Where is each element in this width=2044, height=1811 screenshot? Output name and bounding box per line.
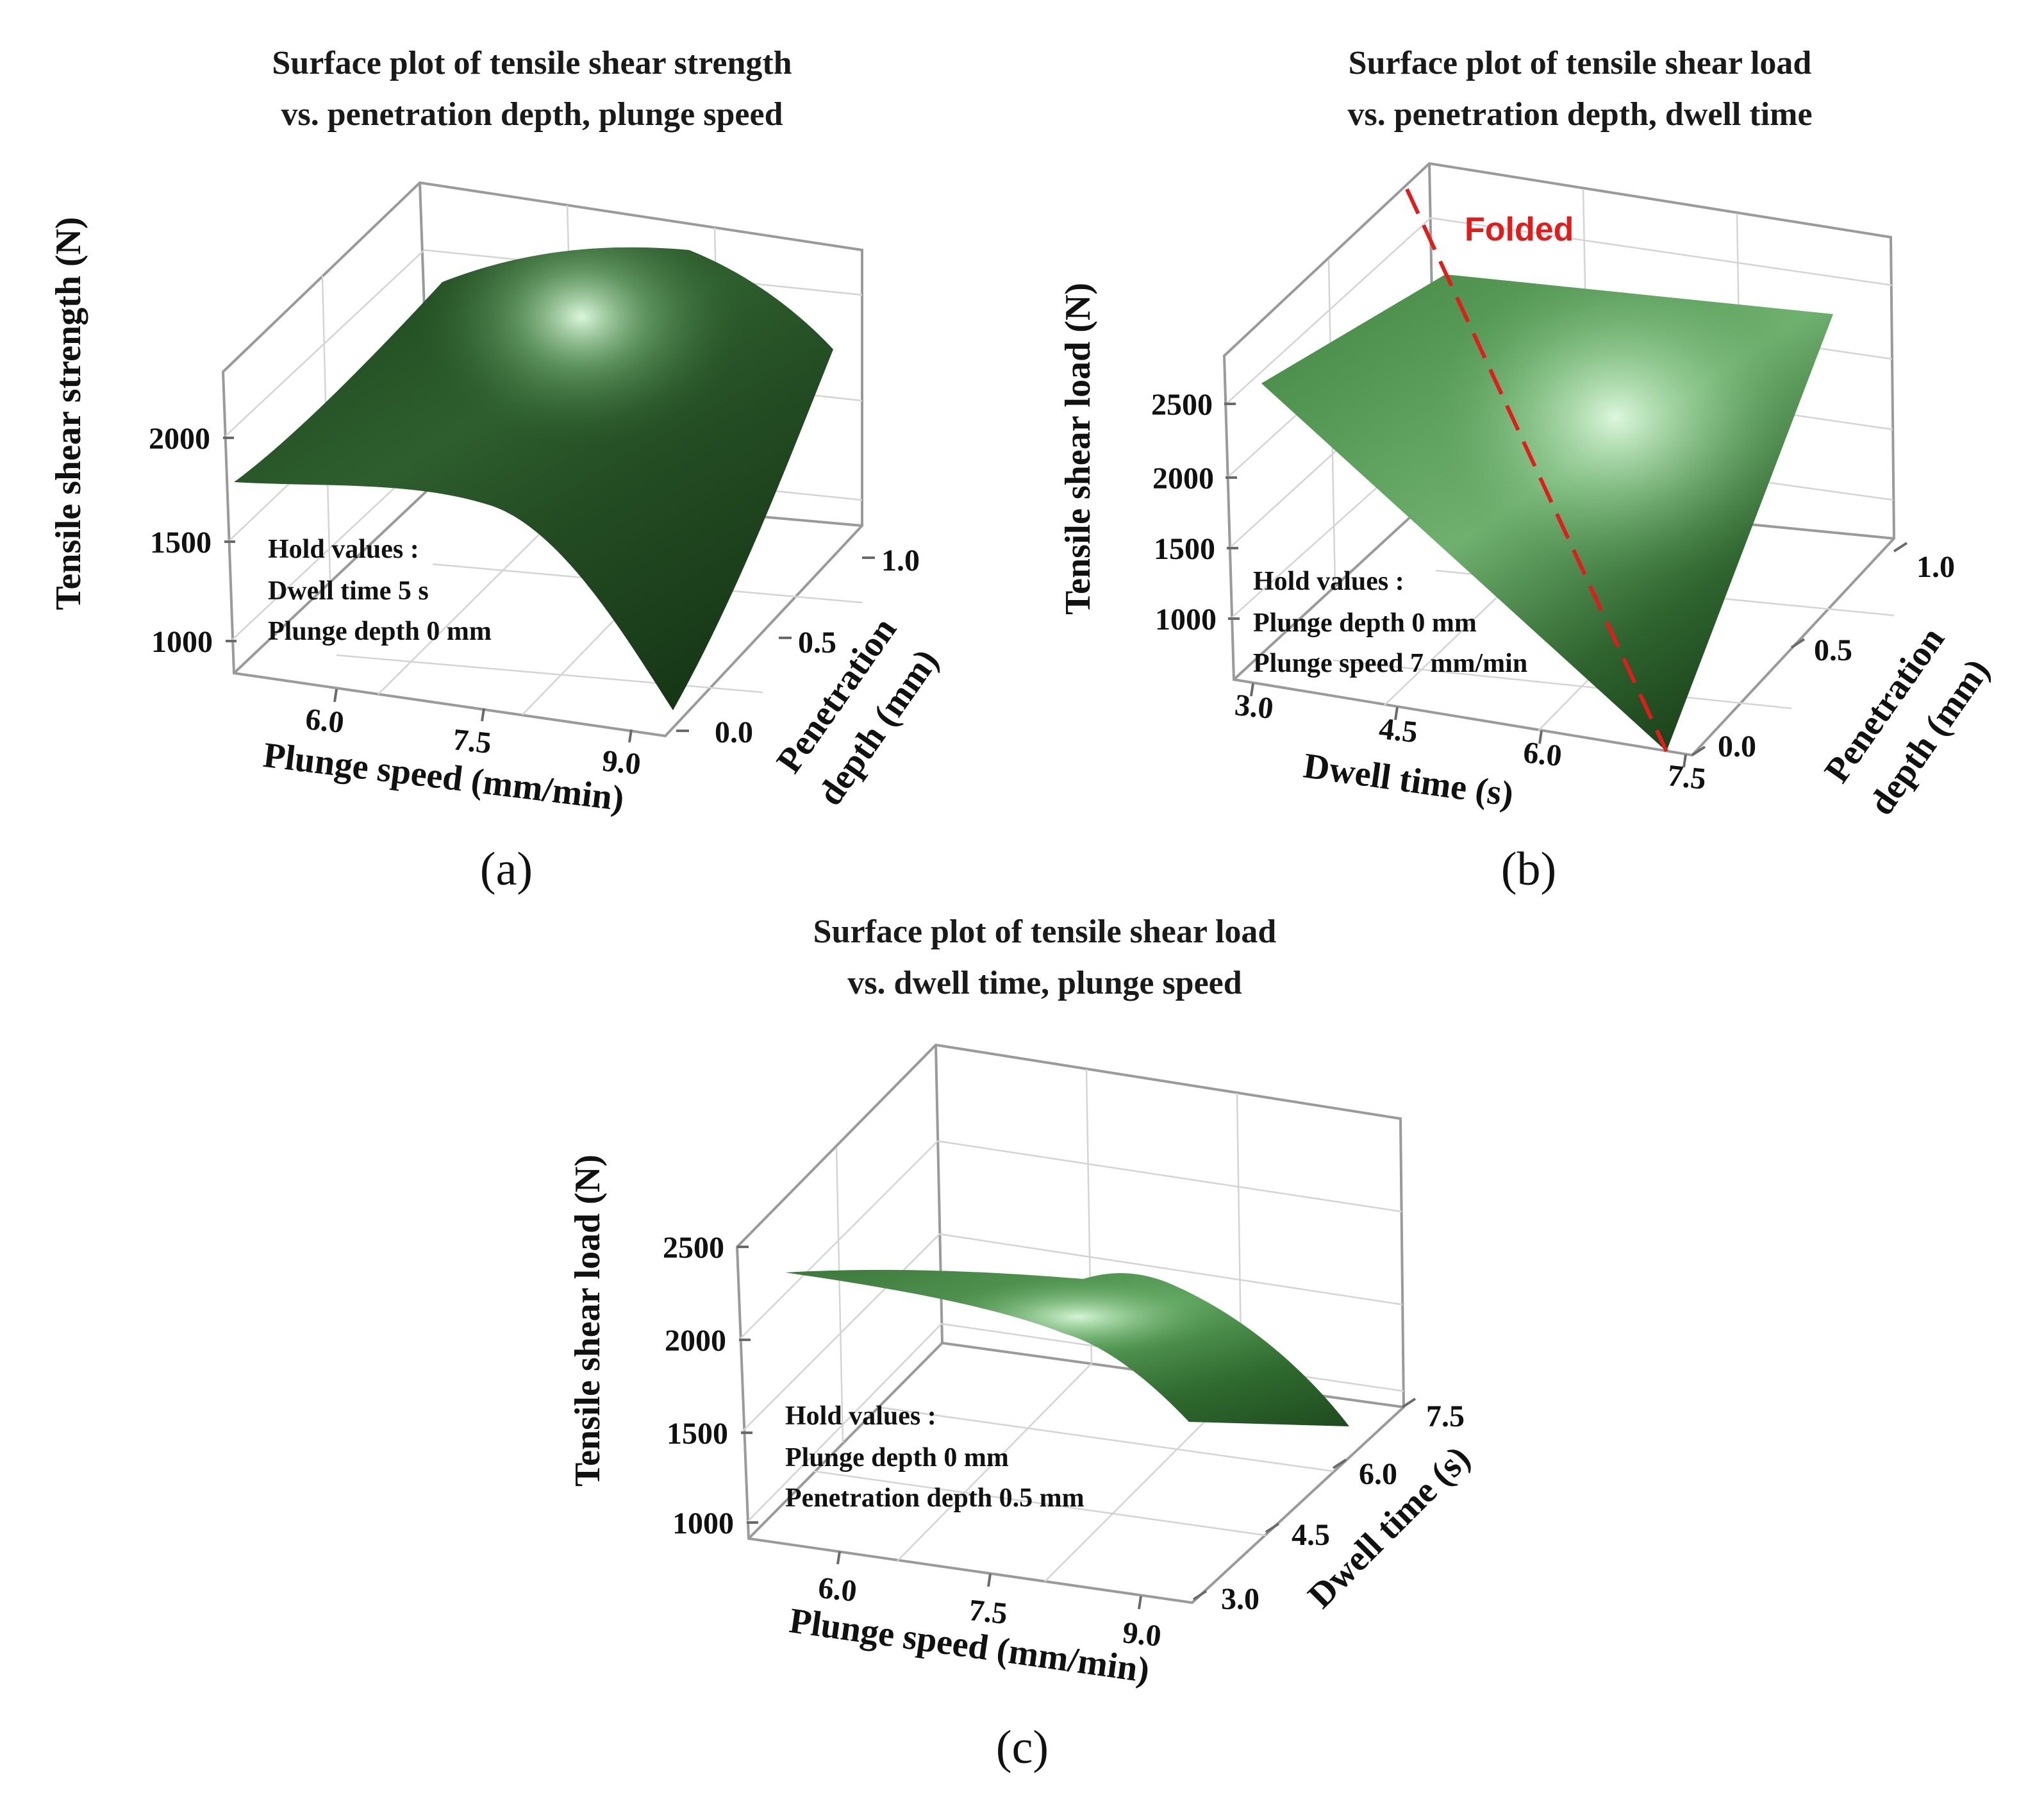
panel-a-title-line-1: Surface plot of tensile shear strength [272, 45, 792, 81]
panel-a-hold-line-3: Plunge depth 0 mm [268, 617, 492, 646]
panel-b: Surface plot of tensile shear load vs. p… [1058, 45, 1997, 896]
panel-a-x-tick-6.0: 6.0 [304, 702, 345, 740]
panel-c-floor-left-edge [747, 1342, 943, 1540]
panel-a-z-tick-1500: 1500 [150, 526, 212, 560]
panel-c-hold-line-2: Plunge depth 0 mm [785, 1443, 1009, 1473]
panel-c-z-tick-2500: 2500 [663, 1231, 724, 1265]
panel-b-x-tick-7.5: 7.5 [1666, 758, 1707, 796]
panel-b-y-tick-0.5: 0.5 [1814, 633, 1852, 667]
panel-c-z-tick-1500: 1500 [667, 1417, 728, 1451]
panel-c-hold-line-1: Hold values : [785, 1401, 936, 1431]
panel-a-title-line-2: vs. penetration depth, plunge speed [281, 96, 783, 133]
panel-c-y-tick-4.5: 4.5 [1292, 1518, 1330, 1552]
panel-b-surface-highlight [1261, 274, 1833, 751]
panel-a: Surface plot of tensile shear strength v… [49, 45, 946, 896]
panel-b-label: (b) [1501, 843, 1556, 896]
panel-c-y-tick-6.0: 6.0 [1359, 1457, 1397, 1491]
panel-b-x-tick-4.5: 4.5 [1377, 712, 1419, 749]
panel-a-x-label: Plunge speed (mm/min) [261, 735, 626, 819]
panel-c-x-tick-9.0: 9.0 [1121, 1615, 1163, 1653]
panel-c-z-tick-2000: 2000 [665, 1324, 726, 1358]
panel-b-z-tick-1000: 1000 [1155, 603, 1217, 637]
panel-b-x-label: Dwell time (s) [1301, 746, 1516, 815]
panel-a-hold-line-2: Dwell time 5 s [268, 576, 429, 606]
panel-a-y-tick-0.5: 0.5 [798, 626, 836, 660]
panel-b-title-line-1: Surface plot of tensile shear load [1349, 45, 1812, 81]
panel-b-x-tick-3.0: 3.0 [1233, 688, 1275, 726]
panel-b-hold-line-3: Plunge speed 7 mm/min [1253, 649, 1527, 678]
panel-b-hold-line-2: Plunge depth 0 mm [1253, 608, 1477, 638]
panel-b-y-tick-1.0: 1.0 [1916, 550, 1955, 584]
panel-a-x-tick-9.0: 9.0 [601, 744, 642, 781]
panel-c: Surface plot of tensile shear load vs. d… [568, 914, 1478, 1774]
panel-c-z-tick-1000: 1000 [672, 1506, 734, 1540]
panel-b-z-tick-2000: 2000 [1152, 462, 1214, 496]
panel-b-fold-line [1405, 188, 1668, 753]
panel-c-y-tick-7.5: 7.5 [1426, 1399, 1465, 1433]
panel-a-hold-line-1: Hold values : [268, 535, 419, 564]
panel-c-title-line-1: Surface plot of tensile shear load [813, 914, 1277, 950]
panel-a-y-tick-1.0: 1.0 [881, 544, 920, 578]
panel-c-y-tick-3.0: 3.0 [1221, 1582, 1259, 1616]
panel-a-z-label: Tensile shear strength (N) [49, 217, 88, 610]
panel-c-title-line-2: vs. dwell time, plunge speed [847, 965, 1242, 1001]
panel-a-x-tick-7.5: 7.5 [451, 722, 493, 760]
panel-c-hold-line-3: Penetration depth 0.5 mm [785, 1483, 1084, 1513]
panel-a-floor-left-edge [233, 486, 432, 674]
panel-a-label: (a) [480, 843, 533, 896]
panel-b-x-tick-6.0: 6.0 [1522, 735, 1563, 773]
panel-a-z-tick-2000: 2000 [149, 422, 210, 456]
panel-c-surface-highlight [785, 1269, 1349, 1426]
panel-b-z-tick-1500: 1500 [1154, 532, 1215, 566]
panel-b-z-label: Tensile shear load (N) [1058, 283, 1098, 615]
panel-b-fold-annotation: Folded [1465, 211, 1574, 248]
panel-b-hold-line-1: Hold values : [1253, 567, 1404, 596]
panel-b-z-tick-2500: 2500 [1151, 388, 1213, 422]
panel-c-label: (c) [996, 1721, 1049, 1774]
panel-b-title-line-2: vs. penetration depth, dwell time [1347, 96, 1812, 133]
panel-a-y-tick-0.0: 0.0 [715, 715, 753, 749]
panel-a-z-tick-1000: 1000 [151, 625, 213, 659]
panel-a-surface-highlight [234, 247, 833, 710]
panel-c-x-tick-6.0: 6.0 [817, 1571, 858, 1608]
panel-c-x-tick-7.5: 7.5 [967, 1593, 1009, 1631]
panel-b-y-tick-0.0: 0.0 [1718, 730, 1756, 764]
panel-c-z-label: Tensile shear load (N) [568, 1155, 608, 1487]
